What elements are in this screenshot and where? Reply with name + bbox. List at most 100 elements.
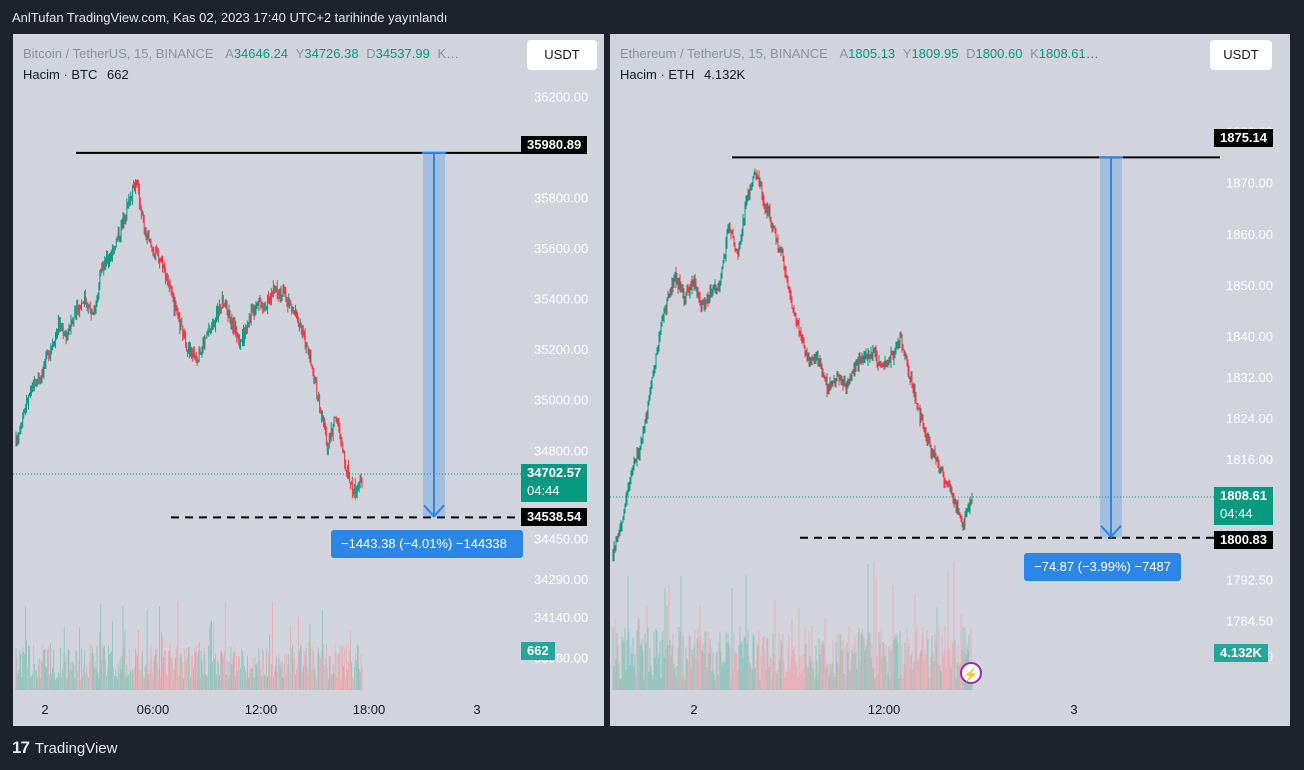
eth-candle-body — [721, 268, 723, 276]
eth-y-tick-label: 1792.50 — [1226, 572, 1273, 587]
eth-candle-body — [869, 354, 871, 357]
eth-volume-bar — [735, 653, 737, 690]
btc-candle-body — [193, 351, 194, 358]
btc-volume-bar — [120, 669, 122, 690]
btc-volume-bar — [52, 667, 53, 690]
btc-candle-body — [26, 399, 27, 410]
btc-volume-bar — [70, 662, 72, 690]
eth-volume-bar — [686, 658, 688, 690]
btc-chart-panel[interactable]: 36200.00 35800.00 35600.00 35400.00 35200.00… — [13, 34, 604, 726]
btc-volume-bar — [149, 671, 151, 690]
eth-volume-bar — [746, 644, 748, 690]
eth-volume-bar — [833, 672, 835, 690]
btc-volume-bar — [132, 668, 133, 690]
btc-volume-bar — [188, 647, 189, 690]
btc-volume-bar — [57, 677, 58, 690]
btc-volume-bar — [304, 655, 306, 690]
eth-candle-body — [715, 285, 717, 294]
eth-candle-body — [916, 403, 918, 408]
eth-currency-button[interactable]: USDT — [1210, 40, 1272, 70]
btc-measure-label[interactable]: −1443.38 (−4.01%) −144338 — [331, 530, 523, 558]
eth-volume-bar — [898, 678, 900, 690]
eth-volume-bar — [953, 561, 955, 690]
eth-volume-bar — [908, 638, 910, 690]
eth-volume-bar — [654, 656, 656, 690]
eth-volume-bar — [812, 667, 814, 690]
btc-candle-body — [211, 325, 213, 329]
eth-volume-bar — [889, 679, 891, 690]
eth-volume-bar — [905, 664, 907, 690]
btc-volume-bar — [174, 657, 176, 690]
eth-y-tick-label: 1816.00 — [1226, 452, 1273, 467]
btc-chart-canvas[interactable]: 36200.0035800.0035600.0035400.0035200.00… — [13, 34, 604, 726]
eth-candle-body — [784, 267, 786, 273]
eth-volume-bar — [705, 631, 707, 690]
eth-volume-bar — [872, 668, 874, 690]
btc-volume-bar — [246, 672, 247, 690]
btc-volume-bar — [233, 651, 235, 690]
btc-candle-body — [92, 312, 94, 314]
eth-candle-body — [925, 431, 927, 439]
eth-candle-body — [911, 375, 913, 388]
btc-candle-body — [236, 327, 238, 337]
btc-candle-body — [153, 253, 155, 257]
eth-volume-bar — [632, 637, 634, 690]
eth-candle-body — [685, 292, 687, 301]
btc-volume-bar — [270, 677, 271, 690]
eth-volume-bar — [797, 677, 799, 690]
btc-candle-body — [167, 281, 169, 287]
eth-volume-bar — [647, 627, 649, 690]
btc-volume-bar — [254, 656, 256, 690]
btc-currency-button[interactable]: USDT — [527, 40, 597, 70]
btc-candle-body — [218, 309, 219, 317]
eth-volume-bar — [862, 635, 864, 690]
btc-volume-bar — [305, 647, 307, 690]
btc-volume-bar — [326, 667, 328, 690]
btc-candle-body — [196, 361, 198, 363]
eth-candle-body — [713, 289, 715, 291]
btc-candle-body — [123, 216, 125, 223]
btc-volume-bar — [60, 676, 62, 690]
eth-candle-body — [616, 536, 618, 539]
btc-volume-bar — [77, 670, 79, 690]
eth-volume-bar — [943, 649, 945, 690]
eth-candle-body — [739, 243, 741, 248]
eth-volume-bar — [655, 628, 657, 690]
eth-chart-canvas[interactable]: 1880.001870.001860.001850.001840.001832.… — [610, 34, 1290, 726]
eth-candle-body — [831, 381, 833, 384]
eth-volume-bar — [891, 644, 893, 690]
btc-volume-bar — [24, 655, 26, 690]
btc-candle-body — [121, 223, 123, 225]
eth-candle-body — [946, 482, 948, 484]
btc-candle-body — [344, 451, 346, 466]
btc-low-level-tag: 34538.54 — [521, 508, 588, 526]
btc-candle-body — [276, 286, 278, 295]
btc-volume-bar — [17, 673, 19, 690]
eth-candle-body — [970, 500, 972, 502]
btc-volume-bar — [261, 676, 263, 690]
eth-candle-body — [829, 383, 831, 390]
eth-volume-bar — [830, 671, 832, 690]
btc-candle-body — [66, 335, 68, 339]
btc-volume-bar — [340, 679, 342, 690]
btc-volume-bar — [104, 645, 106, 690]
btc-volume-bar — [193, 667, 194, 690]
btc-volume-bar — [291, 647, 293, 690]
btc-volume-bar — [220, 652, 221, 690]
btc-candle-body — [274, 287, 276, 290]
eth-volume-bar — [710, 647, 712, 690]
btc-candle-body — [79, 305, 80, 313]
eth-volume-bar — [615, 658, 617, 690]
eth-volume-bar — [942, 656, 944, 690]
eth-candle-body — [669, 290, 671, 298]
eth-chart-panel[interactable]: 1880.001870.001860.001850.001840.001832.… — [610, 34, 1290, 726]
eth-volume-bar — [711, 670, 713, 690]
btc-candle-body — [216, 309, 217, 322]
eth-volume-bar — [683, 674, 685, 690]
eth-measure-label[interactable]: −74.87 (−3.99%) −7487 — [1024, 553, 1181, 581]
eth-volume-bar — [883, 643, 885, 690]
eth-volume-bar — [685, 647, 687, 690]
btc-candle-body — [94, 310, 96, 312]
lightning-icon[interactable]: ⚡ — [960, 662, 982, 684]
btc-volume-bar — [45, 665, 47, 690]
